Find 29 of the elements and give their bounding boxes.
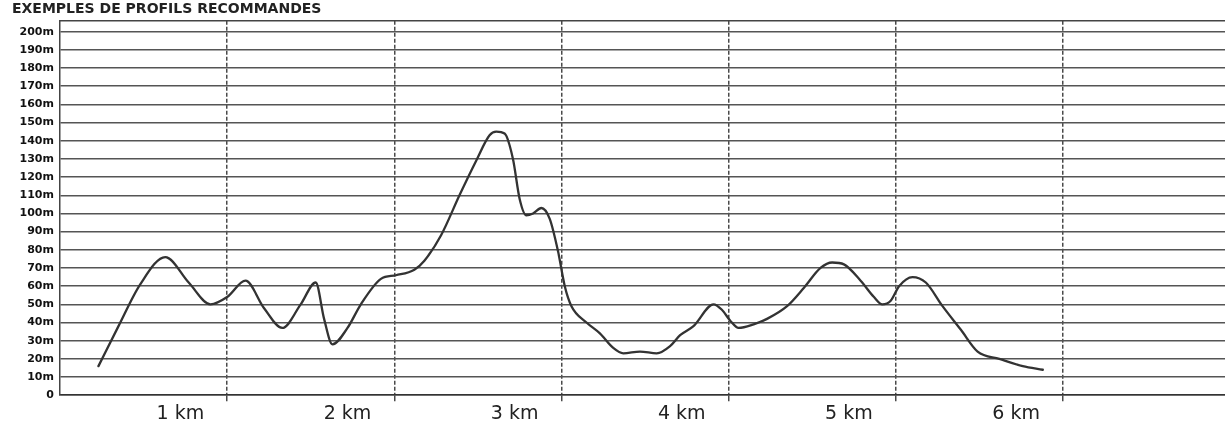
y-tick-label: 50m (27, 297, 54, 311)
y-tick-label: 200m (19, 24, 54, 38)
y-tick-label: 60m (27, 279, 54, 293)
y-tick-label: 70m (27, 260, 54, 274)
y-tick-label: 30m (27, 333, 54, 347)
y-tick-label: 0 (46, 388, 55, 402)
y-tick-label: 120m (19, 169, 54, 183)
x-tick-label: 5 km (825, 400, 873, 423)
y-tick-label: 190m (19, 42, 54, 56)
x-tick-label: 2 km (323, 400, 372, 423)
y-tick-label: 140m (19, 133, 54, 147)
y-tick-label: 100m (19, 206, 54, 220)
chart-title: EXEMPLES DE PROFILS RECOMMANDES (12, 0, 322, 17)
x-tick-label: 4 km (657, 400, 706, 423)
y-tick-label: 80m (27, 242, 54, 256)
y-tick-label: 110m (19, 188, 54, 202)
line-series (97, 130, 1044, 371)
x-tick-label: 1 km (156, 400, 205, 423)
x-tick-label: 3 km (490, 400, 539, 423)
y-tick-label: 130m (19, 151, 54, 165)
y-tick-label: 180m (19, 60, 54, 74)
y-tick-label: 40m (27, 315, 54, 329)
y-tick-label: 20m (27, 351, 54, 365)
y-tick-label: 10m (27, 369, 54, 383)
y-tick-label: 160m (19, 97, 54, 111)
y-tick-label: 90m (27, 224, 54, 238)
x-tick-label: 6 km (992, 400, 1040, 423)
y-tick-label: 170m (19, 79, 54, 93)
y-tick-label: 150m (19, 115, 54, 129)
